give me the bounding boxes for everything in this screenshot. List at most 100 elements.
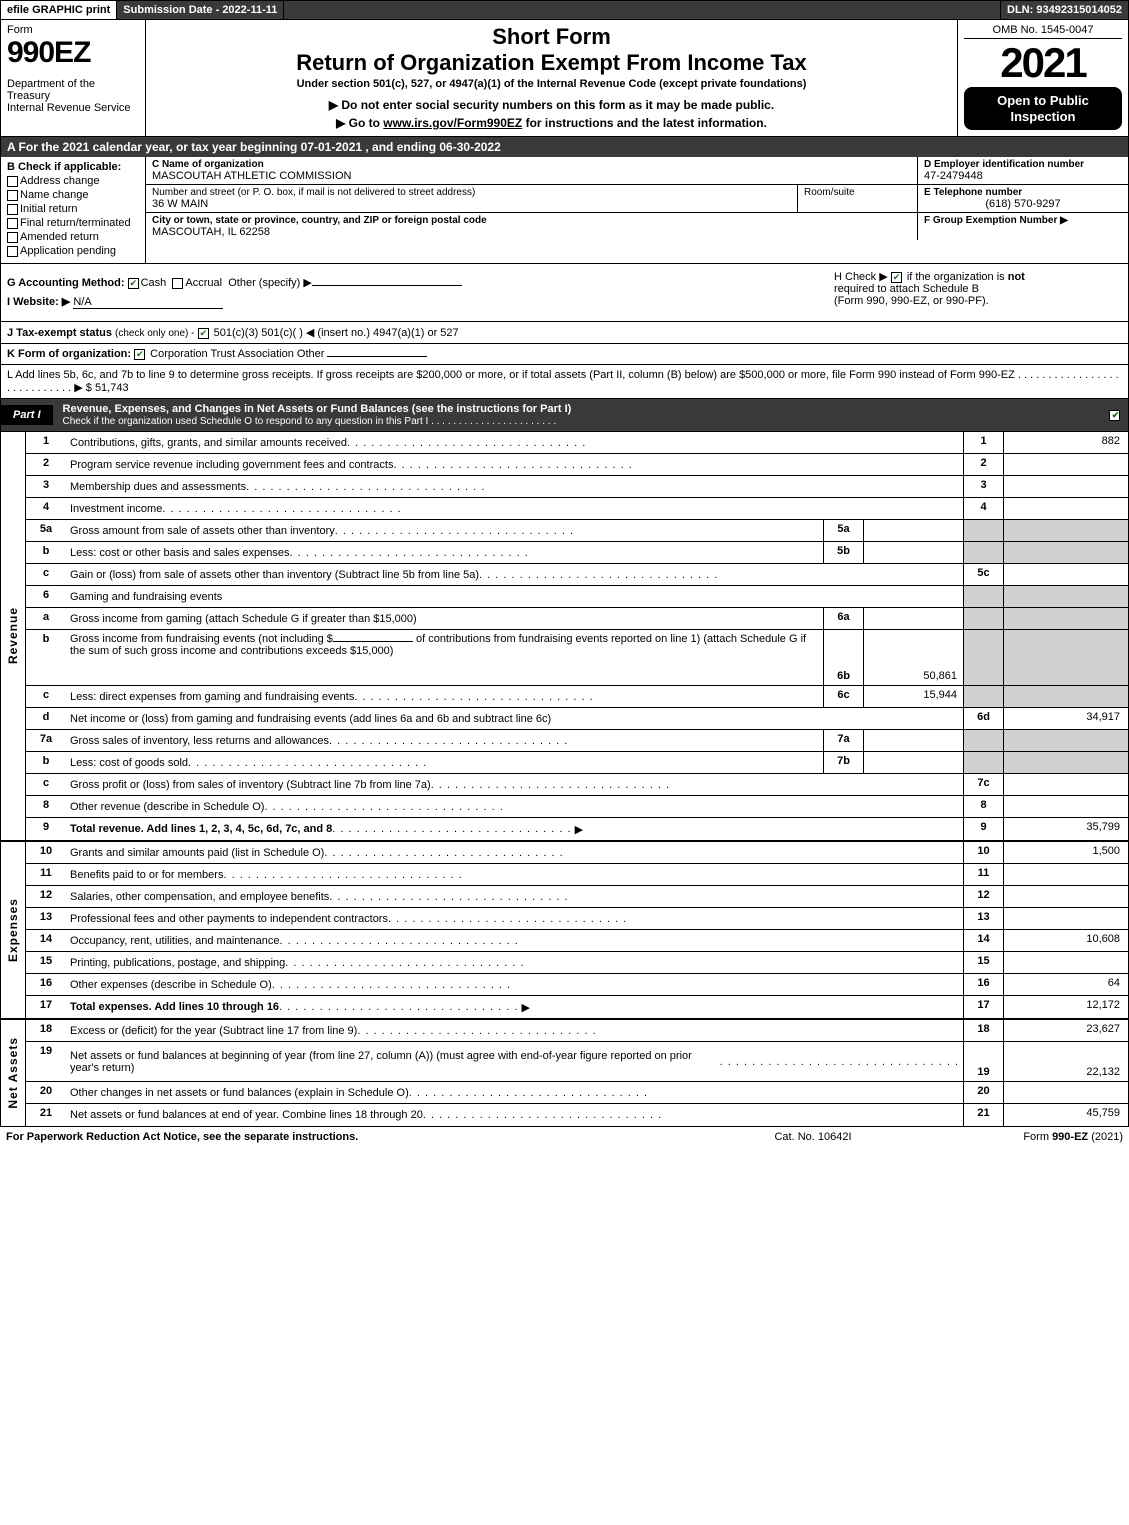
form-header: Form 990EZ Department of the Treasury In… bbox=[0, 20, 1129, 137]
form-label: Form bbox=[7, 24, 139, 36]
chk-amended-return[interactable]: Amended return bbox=[7, 231, 139, 243]
line-i: I Website: ▶ N/A bbox=[7, 295, 822, 309]
street-label: Number and street (or P. O. box, if mail… bbox=[152, 187, 791, 198]
short-form-title: Short Form bbox=[154, 24, 949, 50]
ein: 47-2479448 bbox=[924, 170, 1122, 182]
do-not-enter: ▶ Do not enter social security numbers o… bbox=[154, 96, 949, 114]
val-12 bbox=[1003, 886, 1128, 907]
city-label: City or town, state or province, country… bbox=[152, 215, 911, 226]
j-label: J Tax-exempt status bbox=[7, 327, 112, 339]
goto-post: for instructions and the latest informat… bbox=[522, 116, 767, 130]
e-tel-label: E Telephone number bbox=[924, 187, 1122, 198]
part1-grid: Revenue 1Contributions, gifts, grants, a… bbox=[0, 432, 1129, 1127]
val-20 bbox=[1003, 1082, 1128, 1103]
g-label: G Accounting Method: bbox=[7, 277, 125, 289]
part1-header: Part I Revenue, Expenses, and Changes in… bbox=[0, 398, 1129, 432]
val-3 bbox=[1003, 476, 1128, 497]
col-cd: C Name of organization MASCOUTAH ATHLETI… bbox=[146, 157, 1128, 263]
l-text: L Add lines 5b, 6c, and 7b to line 9 to … bbox=[7, 369, 1119, 394]
val-9: 35,799 bbox=[1003, 818, 1128, 840]
chk-name-change[interactable]: Name change bbox=[7, 189, 139, 201]
dln: DLN: 93492315014052 bbox=[1001, 1, 1128, 19]
room-label: Room/suite bbox=[804, 187, 911, 198]
sv-5b bbox=[863, 542, 963, 563]
header-left: Form 990EZ Department of the Treasury In… bbox=[1, 20, 146, 136]
i-label: I Website: ▶ bbox=[7, 296, 70, 308]
cat-no: Cat. No. 10642I bbox=[703, 1131, 923, 1143]
val-1: 882 bbox=[1003, 432, 1128, 453]
form-ref: Form 990-EZ (2021) bbox=[923, 1131, 1123, 1143]
other-specify-line[interactable] bbox=[312, 285, 462, 286]
val-16: 64 bbox=[1003, 974, 1128, 995]
return-title: Return of Organization Exempt From Incom… bbox=[154, 50, 949, 76]
open-to-public: Open to Public Inspection bbox=[964, 87, 1122, 130]
tax-year: 2021 bbox=[964, 39, 1122, 87]
chk-initial-return[interactable]: Initial return bbox=[7, 203, 139, 215]
part1-tab: Part I bbox=[1, 405, 53, 425]
row-l: L Add lines 5b, 6c, and 7b to line 9 to … bbox=[0, 364, 1129, 398]
l-amount: 51,743 bbox=[95, 382, 129, 394]
part1-title: Revenue, Expenses, and Changes in Net As… bbox=[53, 399, 1103, 431]
cell-e-tel: E Telephone number (618) 570-9297 bbox=[918, 185, 1128, 212]
side-revenue: Revenue bbox=[1, 432, 26, 840]
submission-date: Submission Date - 2022-11-11 bbox=[117, 1, 284, 19]
goto-pre: ▶ Go to bbox=[336, 116, 383, 130]
chk-corp[interactable] bbox=[134, 349, 145, 360]
val-18: 23,627 bbox=[1003, 1020, 1128, 1041]
val-2 bbox=[1003, 454, 1128, 475]
6b-blank[interactable] bbox=[333, 641, 413, 642]
h-line1-b: if the organization is bbox=[904, 271, 1008, 283]
side-net-assets: Net Assets bbox=[1, 1020, 26, 1126]
row-j: J Tax-exempt status (check only one) - 5… bbox=[0, 321, 1129, 343]
org-name: MASCOUTAH ATHLETIC COMMISSION bbox=[152, 170, 911, 182]
val-6d: 34,917 bbox=[1003, 708, 1128, 729]
side-expenses: Expenses bbox=[1, 842, 26, 1018]
col-h: H Check ▶ if the organization is not req… bbox=[828, 264, 1128, 321]
k-other-line[interactable] bbox=[327, 356, 427, 357]
val-14: 10,608 bbox=[1003, 930, 1128, 951]
chk-accrual[interactable] bbox=[172, 278, 183, 289]
chk-address-change[interactable]: Address change bbox=[7, 175, 139, 187]
f-group-label: F Group Exemption Number ▶ bbox=[924, 215, 1122, 226]
c-name-label: C Name of organization bbox=[152, 159, 911, 170]
line-g: G Accounting Method: Cash Accrual Other … bbox=[7, 276, 822, 289]
chk-application-pending[interactable]: Application pending bbox=[7, 245, 139, 257]
h-line3: (Form 990, 990-EZ, or 990-PF). bbox=[834, 295, 989, 307]
cell-c-name: C Name of organization MASCOUTAH ATHLETI… bbox=[146, 157, 918, 184]
h-line2: required to attach Schedule B bbox=[834, 283, 979, 295]
val-11 bbox=[1003, 864, 1128, 885]
chk-final-return[interactable]: Final return/terminated bbox=[7, 217, 139, 229]
top-bar: efile GRAPHIC print Submission Date - 20… bbox=[0, 0, 1129, 20]
footer: For Paperwork Reduction Act Notice, see … bbox=[0, 1127, 1129, 1147]
chk-h[interactable] bbox=[891, 272, 902, 283]
goto-line: ▶ Go to www.irs.gov/Form990EZ for instru… bbox=[154, 114, 949, 132]
efile-label: efile GRAPHIC print bbox=[1, 1, 117, 19]
cell-f-group: F Group Exemption Number ▶ bbox=[918, 213, 1128, 240]
val-13 bbox=[1003, 908, 1128, 929]
chk-501c3[interactable] bbox=[198, 328, 209, 339]
h-not: not bbox=[1008, 271, 1025, 283]
part1-sub: Check if the organization used Schedule … bbox=[63, 416, 557, 427]
val-21: 45,759 bbox=[1003, 1104, 1128, 1126]
under-section: Under section 501(c), 527, or 4947(a)(1)… bbox=[154, 78, 949, 90]
val-7c bbox=[1003, 774, 1128, 795]
chk-cash[interactable] bbox=[128, 278, 139, 289]
part1-checkbox[interactable] bbox=[1103, 409, 1128, 421]
paperwork-notice: For Paperwork Reduction Act Notice, see … bbox=[6, 1131, 703, 1143]
dept-label: Department of the Treasury Internal Reve… bbox=[7, 78, 139, 114]
sv-6c: 15,944 bbox=[863, 686, 963, 707]
header-center: Short Form Return of Organization Exempt… bbox=[146, 20, 958, 136]
omb-no: OMB No. 1545-0047 bbox=[964, 24, 1122, 39]
irs-link[interactable]: www.irs.gov/Form990EZ bbox=[383, 116, 522, 130]
d-ein-label: D Employer identification number bbox=[924, 159, 1122, 170]
k-label: K Form of organization: bbox=[7, 348, 131, 360]
website-value: N/A bbox=[73, 296, 223, 309]
col-gi: G Accounting Method: Cash Accrual Other … bbox=[1, 264, 828, 321]
val-15 bbox=[1003, 952, 1128, 973]
city: MASCOUTAH, IL 62258 bbox=[152, 226, 911, 238]
row-ghi: G Accounting Method: Cash Accrual Other … bbox=[0, 264, 1129, 321]
form-code: 990EZ bbox=[7, 36, 139, 70]
telephone: (618) 570-9297 bbox=[924, 198, 1122, 210]
k-opts: Corporation Trust Association Other bbox=[147, 348, 324, 360]
h-line1-a: H Check ▶ bbox=[834, 271, 891, 283]
